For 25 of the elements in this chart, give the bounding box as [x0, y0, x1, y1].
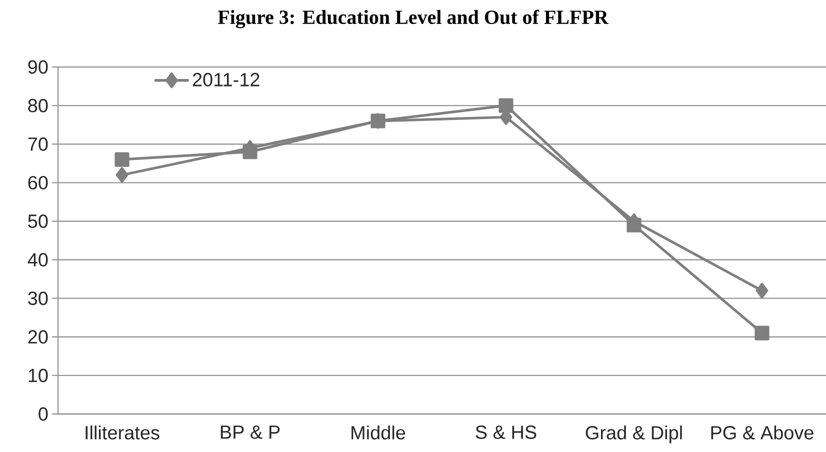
point	[242, 144, 258, 160]
y-tick-label: 80	[28, 98, 48, 112]
y-tick-label: 60	[28, 176, 48, 190]
point	[498, 98, 514, 113]
point	[116, 167, 128, 183]
y-tick-label: 10	[28, 368, 48, 382]
y-tick-label: 20	[28, 330, 48, 344]
y-tick-label: 30	[28, 292, 48, 306]
y-tick-label: 70	[28, 137, 48, 151]
x-tick-label: PG & Above	[711, 426, 814, 440]
chart-title: Figure 3: Education Level and Out of FLFPR	[218, 10, 609, 28]
point	[114, 152, 130, 167]
x-tick-label: BP & P	[220, 426, 280, 439]
x-tick-label: Middle	[352, 426, 406, 440]
y-tick-label: 90	[28, 60, 48, 74]
y-tick-label: 0	[38, 407, 48, 421]
y-tick-label: 50	[28, 214, 48, 228]
x-tick-label: S & HS	[476, 426, 536, 439]
point	[754, 326, 770, 340]
y-tick-label: 40	[28, 253, 48, 267]
point	[756, 282, 768, 298]
x-tick-label: Illiterates	[86, 426, 160, 440]
legend-label: 2011-12	[192, 72, 260, 86]
point	[626, 218, 642, 232]
x-tick-label: Grad & Dipl	[586, 426, 682, 444]
